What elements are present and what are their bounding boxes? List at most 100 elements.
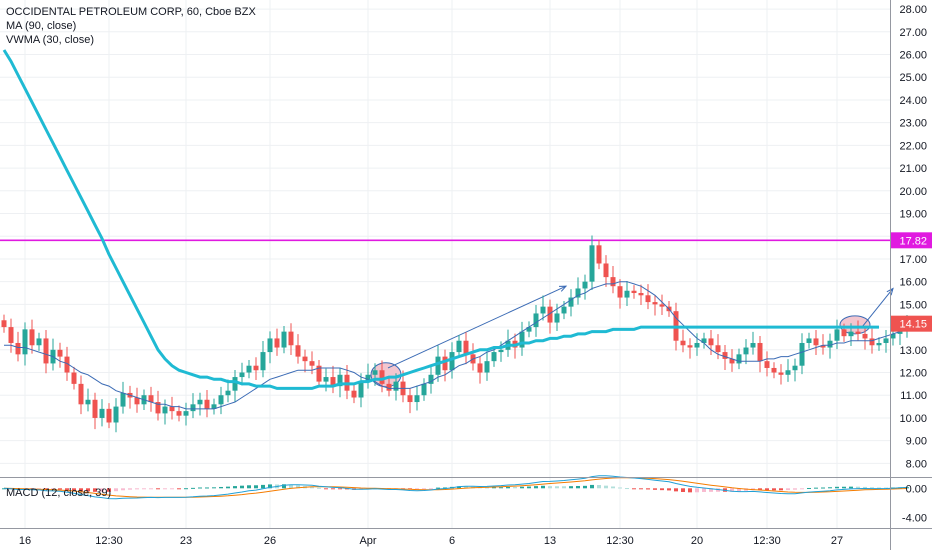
y-tick-label: 22.00	[899, 140, 927, 152]
candle-body	[526, 327, 532, 332]
candle-body	[288, 331, 294, 346]
x-tick-label: 6	[449, 535, 455, 547]
macd-histogram-bar	[107, 488, 111, 492]
macd-histogram-bar	[632, 488, 636, 490]
macd-histogram-bar	[205, 487, 209, 489]
candle-body	[428, 374, 434, 384]
macd-histogram-bar	[261, 484, 265, 489]
candle-body	[8, 327, 14, 343]
candle-body	[134, 397, 140, 405]
candle-body	[540, 306, 546, 314]
x-tick-label: 12:30	[95, 535, 123, 547]
candle-body	[113, 406, 119, 423]
macd-histogram-bar	[212, 487, 216, 489]
vwma-legend[interactable]: VWMA (30, close)	[6, 34, 95, 46]
macd-histogram-bar	[618, 487, 622, 489]
candle-body	[246, 365, 252, 373]
macd-y-tick-label: 0.00	[906, 483, 927, 495]
candle-body	[764, 361, 770, 368]
macd-histogram-bar	[499, 487, 503, 489]
resistance-price-label: 17.82	[899, 235, 927, 247]
candle-body	[302, 356, 308, 362]
macd-histogram-bar	[520, 486, 524, 489]
macd-histogram-bar	[730, 488, 734, 492]
y-tick-label: 19.00	[899, 209, 927, 221]
macd-y-tick-label: -4.00	[902, 513, 927, 525]
macd-histogram-bar	[422, 488, 426, 490]
y-tick-label: 13.00	[899, 345, 927, 357]
macd-histogram-bar	[779, 488, 783, 491]
macd-histogram-bar	[821, 487, 825, 489]
macd-histogram-bar	[240, 485, 244, 489]
candle-body	[365, 374, 371, 382]
candle-body	[792, 365, 798, 371]
x-tick-label: 23	[180, 535, 192, 547]
candle-body	[1, 320, 7, 328]
candle-body	[554, 313, 560, 323]
candle-body	[694, 342, 700, 348]
macd-histogram-bar	[331, 488, 335, 490]
ma-line	[2, 49, 879, 390]
y-tick-label: 11.00	[900, 390, 927, 402]
macd-histogram-bar	[429, 488, 433, 490]
candle-body	[197, 399, 203, 405]
candle-body	[260, 352, 266, 371]
indicator-lines	[2, 49, 901, 410]
ma-legend[interactable]: MA (90, close)	[6, 20, 77, 32]
candle-body	[379, 370, 385, 384]
candle-body	[92, 399, 98, 418]
macd-histogram-bar	[653, 488, 657, 490]
candle-body	[162, 406, 168, 414]
macd-histogram-bar	[492, 487, 496, 489]
candle-body	[85, 399, 91, 405]
candle-body	[603, 263, 609, 278]
macd-histogram-bar	[100, 488, 104, 492]
macd-histogram-bar	[226, 486, 230, 489]
candle-body	[757, 342, 763, 362]
candle-body	[330, 377, 336, 387]
candle-body	[407, 395, 413, 403]
candle-body	[799, 342, 805, 366]
macd-histogram-bar	[625, 488, 629, 490]
y-tick-label: 25.00	[899, 72, 927, 84]
candle-body	[491, 352, 497, 362]
macd-histogram-bar	[646, 488, 650, 490]
x-tick-label: 12:30	[753, 535, 781, 547]
candle-body	[148, 395, 154, 403]
macd-histogram-bar	[114, 488, 118, 492]
macd-histogram-bar	[597, 485, 601, 489]
macd-histogram-bar	[506, 486, 510, 489]
macd-histogram-bar	[870, 487, 874, 489]
macd-legend[interactable]: MACD (12, close, 39)	[6, 487, 112, 499]
macd-histogram-bar	[611, 486, 615, 489]
candle-body	[15, 342, 21, 355]
macd-histogram-bar	[814, 487, 818, 489]
y-tick-label: 23.00	[899, 118, 927, 130]
grid	[0, 0, 890, 528]
candle-body	[169, 406, 175, 412]
chart-title[interactable]: OCCIDENTAL PETROLEUM CORP, 60, Cboe BZX	[6, 6, 256, 18]
candle-body	[589, 245, 595, 282]
macd-histogram-bar	[590, 484, 594, 489]
trend-arrow	[861, 288, 894, 328]
candle-body	[596, 245, 602, 264]
y-tick-label: 26.00	[899, 50, 927, 62]
macd-histogram-bar	[128, 488, 132, 490]
macd-histogram-bar	[877, 487, 881, 489]
candle-body	[29, 329, 35, 346]
x-tick-label: Apr	[359, 535, 376, 547]
macd-histogram-bar	[135, 488, 139, 490]
macd-histogram-bar	[688, 488, 692, 493]
x-tick-label: 26	[264, 535, 276, 547]
candle-body	[351, 390, 357, 398]
candle-body	[869, 338, 875, 346]
y-tick-label: 24.00	[899, 95, 927, 107]
candle-body	[106, 408, 112, 423]
macd-histogram-bar	[828, 487, 832, 489]
candle-body	[239, 372, 245, 378]
macd-histogram-bar	[72, 488, 76, 491]
candle-body	[449, 352, 455, 371]
